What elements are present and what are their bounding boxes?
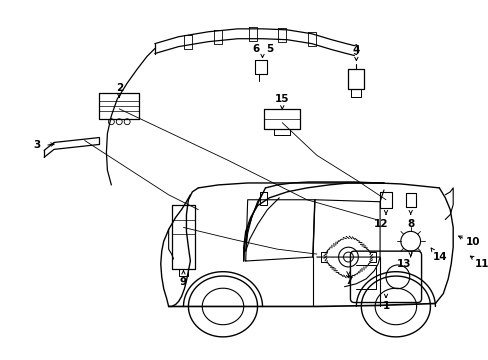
Text: 15: 15 xyxy=(274,94,289,104)
Text: 9: 9 xyxy=(180,277,186,287)
Text: 2: 2 xyxy=(115,83,122,93)
Text: 4: 4 xyxy=(352,45,359,55)
Text: 10: 10 xyxy=(465,237,479,247)
Text: 6: 6 xyxy=(251,44,259,54)
Text: 1: 1 xyxy=(382,301,389,311)
Text: 11: 11 xyxy=(474,259,488,269)
Text: 3: 3 xyxy=(34,140,41,150)
Text: 8: 8 xyxy=(406,220,413,229)
Text: 14: 14 xyxy=(432,252,447,262)
Text: 5: 5 xyxy=(265,44,272,54)
Text: 7: 7 xyxy=(344,276,351,286)
Text: 12: 12 xyxy=(373,220,387,229)
Text: 13: 13 xyxy=(396,259,410,269)
